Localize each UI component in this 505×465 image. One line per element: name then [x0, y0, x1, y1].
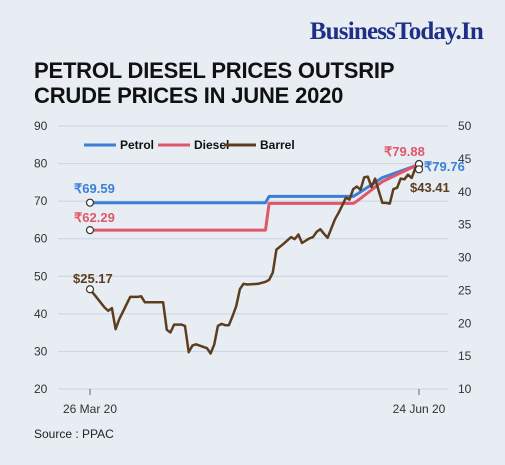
title-line-1: PETROL DIESEL PRICES OUTSRIP [34, 58, 395, 83]
x-tick-end: 24 Jun 20 [393, 402, 446, 416]
start-marker-diesel [85, 226, 95, 235]
source-note: Source : PPAC [34, 427, 114, 441]
y-right-tick: 20 [458, 316, 472, 330]
y-left-tick: 50 [34, 269, 48, 283]
y-right-tick: 15 [458, 349, 472, 363]
y-right-tick: 45 [458, 152, 472, 166]
y-right-tick: 10 [458, 382, 472, 396]
series-line-petrol [90, 163, 420, 205]
diesel-end-label: ₹79.88 [384, 144, 425, 159]
petrol-start-label: ₹69.59 [74, 181, 115, 196]
y-left-tick: 80 [34, 157, 48, 171]
legend-label-petrol: Petrol [120, 138, 154, 152]
legend-label-diesel: Diesel [194, 138, 229, 152]
x-tick-start: 26 Mar 20 [63, 402, 117, 416]
y-left-tick: 20 [34, 382, 48, 396]
barrel-start-label: $25.17 [73, 271, 113, 286]
y-right-tick: 35 [458, 218, 472, 232]
series-line-barrel [89, 166, 420, 355]
petrol-end-label: ₹79.76 [424, 159, 465, 174]
barrel-end-label: $43.41 [410, 180, 450, 195]
y-right-tick: 40 [458, 185, 472, 199]
y-left-tick: 30 [34, 344, 48, 358]
y-left-tick: 60 [34, 232, 48, 246]
legend-label-barrel: Barrel [260, 138, 295, 152]
diesel-start-label: ₹62.29 [74, 210, 115, 225]
y-right-tick: 30 [458, 251, 472, 265]
y-right-tick: 25 [458, 283, 472, 297]
brand-logo: BusinessToday.In [309, 18, 484, 45]
chart-title: PETROL DIESEL PRICES OUTSRIP CRUDE PRICE… [34, 58, 484, 108]
series-line-diesel [90, 162, 420, 232]
y-right-tick: 50 [458, 119, 472, 133]
start-marker-barrel [85, 285, 95, 294]
y-left-tick: 40 [34, 307, 48, 321]
end-marker-barrel [414, 165, 424, 174]
y-left-tick: 70 [34, 194, 48, 208]
y-left-tick: 90 [34, 119, 48, 133]
start-marker-petrol [85, 198, 95, 207]
title-line-2: CRUDE PRICES IN JUNE 2020 [34, 83, 344, 108]
